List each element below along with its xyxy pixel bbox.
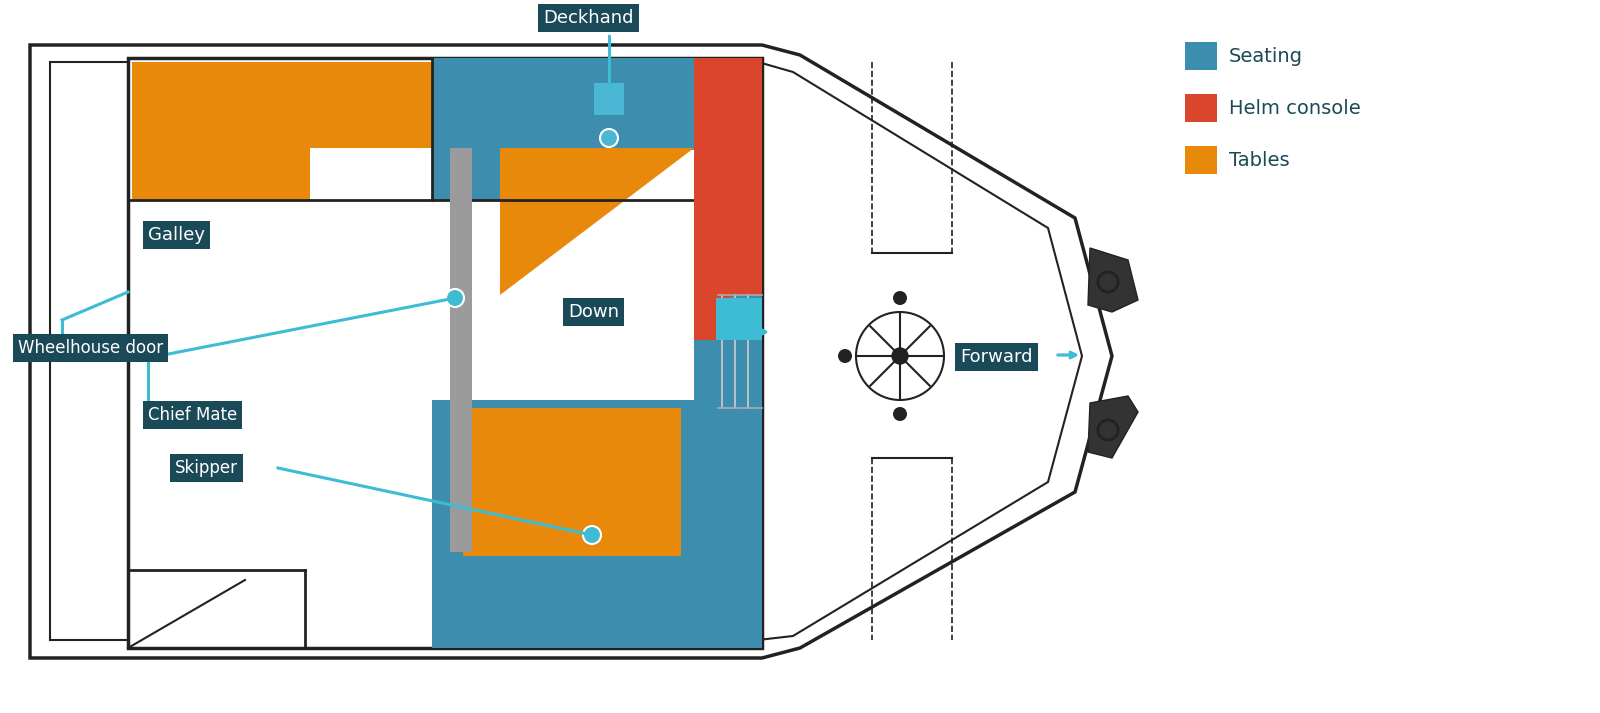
Text: Helm console: Helm console xyxy=(1229,98,1360,118)
Text: Chief Mate: Chief Mate xyxy=(147,406,237,424)
Bar xyxy=(1186,94,1218,122)
Polygon shape xyxy=(1088,396,1138,458)
Bar xyxy=(462,408,682,556)
Text: Skipper: Skipper xyxy=(174,459,238,477)
Polygon shape xyxy=(1088,248,1138,312)
Text: Forward: Forward xyxy=(960,348,1032,366)
Bar xyxy=(694,200,762,400)
Bar xyxy=(432,400,762,648)
Bar xyxy=(1186,146,1218,174)
Bar xyxy=(450,490,472,552)
Bar xyxy=(694,58,762,200)
Text: Deckhand: Deckhand xyxy=(542,9,634,27)
Circle shape xyxy=(893,291,907,305)
Circle shape xyxy=(582,526,602,544)
Bar xyxy=(128,58,762,648)
Bar xyxy=(594,83,624,115)
Polygon shape xyxy=(30,45,1112,658)
Bar xyxy=(1186,42,1218,70)
Text: Wheelhouse door: Wheelhouse door xyxy=(18,339,163,357)
Circle shape xyxy=(600,129,618,147)
Circle shape xyxy=(893,348,909,364)
Text: Tables: Tables xyxy=(1229,150,1290,170)
Circle shape xyxy=(838,349,851,363)
Circle shape xyxy=(446,289,464,307)
Circle shape xyxy=(893,407,907,421)
Polygon shape xyxy=(499,148,694,295)
Bar xyxy=(450,148,472,500)
Text: Galley: Galley xyxy=(147,226,205,244)
Bar xyxy=(432,148,499,200)
Text: Seating: Seating xyxy=(1229,46,1302,66)
Polygon shape xyxy=(131,62,432,200)
Polygon shape xyxy=(50,62,1082,640)
Text: Down: Down xyxy=(568,303,619,321)
Bar xyxy=(717,298,762,340)
Polygon shape xyxy=(694,200,762,340)
Bar xyxy=(432,58,762,150)
